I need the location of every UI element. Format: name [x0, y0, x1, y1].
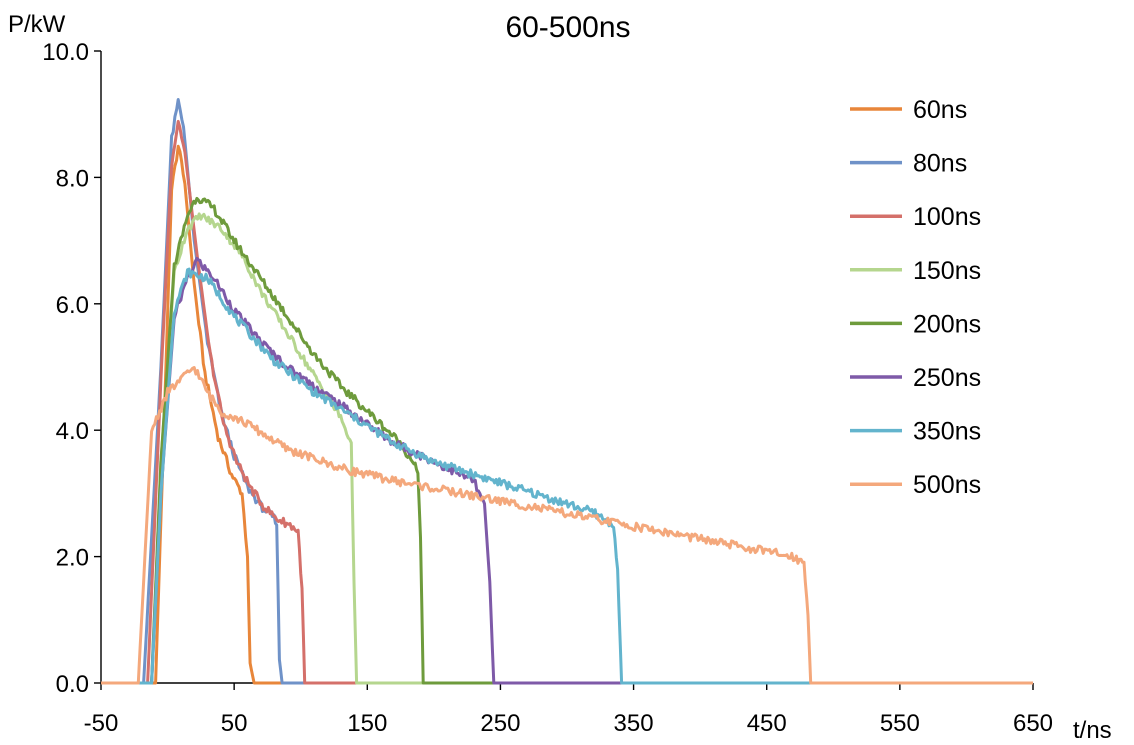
y-tick-label: 8.0: [56, 165, 89, 192]
legend: 60ns 80ns 100ns 150ns 200ns 250ns 350ns 500ns: [850, 96, 981, 499]
series-line-500ns: [101, 366, 1033, 685]
legend-label: 80ns: [913, 150, 967, 178]
series-line-350ns: [101, 267, 1033, 685]
legend-label: 250ns: [913, 364, 981, 392]
x-tick-label: 650: [1013, 710, 1053, 737]
x-tick-label: -50: [84, 710, 119, 737]
y-tick-label: 2.0: [56, 545, 89, 572]
x-tick-label: 350: [614, 710, 654, 737]
series-line-100ns: [101, 119, 1033, 685]
x-axis-label: t/ns: [1073, 717, 1112, 744]
y-tick-label: 6.0: [56, 292, 89, 319]
legend-label: 200ns: [913, 310, 981, 338]
axes: 0.0 2.0 4.0 6.0 8.0 10.0 -50 50 150 250 350 450 550 6…: [42, 39, 1053, 737]
y-tick-label: 4.0: [56, 418, 89, 445]
series-line-150ns: [101, 212, 1033, 685]
series-line-80ns: [101, 98, 1033, 685]
x-tick-label: 250: [480, 710, 520, 737]
legend-label: 100ns: [913, 203, 981, 231]
x-tick-label: 450: [747, 710, 787, 737]
legend-label: 350ns: [913, 418, 981, 446]
series-line-60ns: [101, 144, 1033, 685]
y-tick-label: 10.0: [42, 39, 89, 66]
plot-area: [101, 98, 1033, 685]
x-tick-label: 150: [347, 710, 387, 737]
legend-label: 150ns: [913, 257, 981, 285]
legend-label: 500ns: [913, 471, 981, 499]
x-tick-label: 50: [221, 710, 248, 737]
legend-label: 60ns: [913, 96, 967, 124]
x-tick-label: 550: [880, 710, 920, 737]
chart-title: 60-500ns: [505, 11, 630, 44]
y-tick-label: 0.0: [56, 671, 89, 698]
y-axis-label: P/kW: [8, 11, 66, 38]
